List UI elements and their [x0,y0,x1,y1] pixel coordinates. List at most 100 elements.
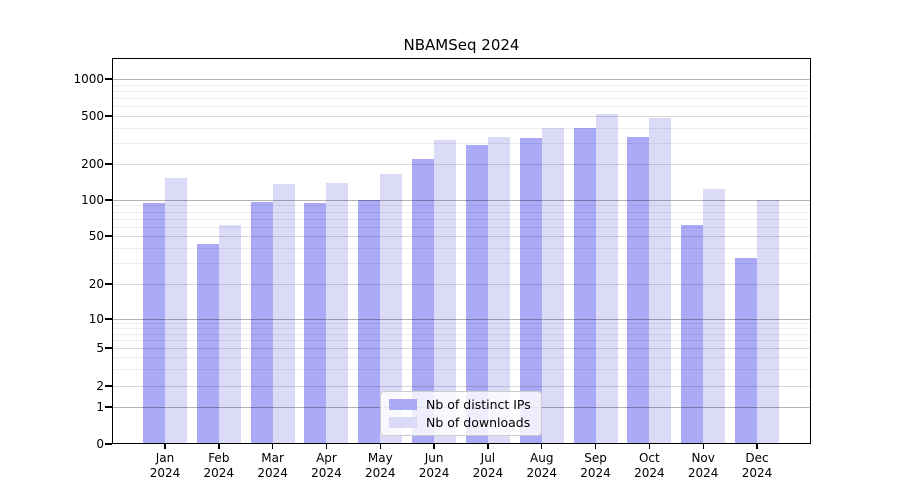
bar-distinct-ips-mar [250,202,273,444]
minor-gridline-800 [112,90,811,92]
bar-downloads-may [380,173,403,444]
x-tick-mark-may [379,444,381,449]
y-tick-mark-10 [105,318,112,320]
x-tick-mark-aug [541,444,543,449]
bar-downloads-oct [649,118,672,444]
y-tick-mark-500 [105,115,112,117]
minor-gridline-60 [112,226,811,228]
x-tick-mark-dec [756,444,758,449]
x-tick-mark-nov [702,444,704,449]
minor-gridline-3 [112,369,811,371]
minor-gridline-7 [112,333,811,335]
chart-title: NBAMSeq 2024 [403,36,520,54]
y-tick-mark-20 [105,283,112,285]
legend-swatch-downloads [389,417,417,428]
y-tick-mark-50 [105,235,112,237]
y-tick-mark-1000 [105,78,112,80]
legend-label-distinct-ips: Nb of distinct IPs [426,397,531,412]
bar-downloads-aug [541,127,564,444]
x-tick-mark-jun [433,444,435,449]
y-tick-label-50: 50 [88,229,104,243]
x-tick-label-jul: Jul 2024 [472,451,504,480]
x-tick-label-may: May 2024 [364,451,396,480]
x-tick-label-jan: Jan 2024 [149,451,181,480]
bar-downloads-mar [272,183,295,444]
x-tick-label-aug: Aug 2024 [526,451,557,480]
major-gridline-1000 [112,79,811,80]
bar-downloads-sep [595,113,618,444]
minor-gridline-30 [112,262,811,264]
minor-gridline-600 [112,106,811,108]
y-tick-label-200: 200 [81,157,104,171]
minor-gridline-6 [112,340,811,342]
x-tick-label-feb: Feb 2024 [203,451,235,480]
mid-gridline-20 [112,284,811,285]
minor-gridline-700 [112,98,811,100]
bar-downloads-dec [757,200,779,444]
x-tick-mark-mar [272,444,274,449]
y-tick-label-20: 20 [88,277,104,291]
bar-downloads-jun [434,140,457,444]
y-tick-mark-0 [105,443,112,445]
bar-distinct-ips-feb [196,243,219,444]
bar-distinct-ips-sep [573,127,596,444]
minor-gridline-40 [112,247,811,249]
x-tick-mark-jan [164,444,166,449]
y-tick-label-1: 1 [96,400,104,414]
legend-label-downloads: Nb of downloads [426,415,531,430]
mid-gridline-5 [112,348,811,349]
x-tick-mark-feb [218,444,220,449]
x-tick-mark-sep [594,444,597,449]
legend-item-distinct-ips: Nb of distinct IPs [389,397,531,412]
bar-distinct-ips-dec [735,257,757,444]
y-tick-mark-100 [105,199,112,201]
x-tick-label-sep: Sep 2024 [580,451,611,480]
major-gridline-10 [112,319,811,320]
x-tick-label-dec: Dec 2024 [741,451,773,480]
x-tick-mark-apr [325,444,328,449]
y-tick-label-5: 5 [96,341,104,355]
legend: Nb of distinct IPs Nb of downloads [380,391,542,436]
bar-distinct-ips-aug [519,137,542,444]
bar-downloads-nov [703,188,726,444]
y-tick-label-2: 2 [96,379,104,393]
minor-gridline-9 [112,323,811,325]
y-tick-label-100: 100 [81,193,104,207]
bar-distinct-ips-oct [627,136,650,444]
legend-item-downloads: Nb of downloads [389,415,531,430]
legend-swatch-distinct-ips [389,399,417,410]
mid-gridline-200 [112,164,811,165]
y-tick-label-0: 0 [96,437,104,451]
mid-gridline-2 [112,386,811,387]
y-tick-label-500: 500 [81,109,104,123]
major-gridline-100 [112,200,811,201]
minor-gridline-900 [112,84,811,86]
minor-gridline-4 [112,357,811,359]
minor-gridline-70 [112,218,811,220]
y-tick-mark-5 [105,347,112,349]
y-tick-mark-2 [105,385,112,387]
y-tick-label-10: 10 [88,312,104,326]
minor-gridline-90 [112,205,811,207]
x-tick-label-oct: Oct 2024 [634,451,665,480]
bar-downloads-apr [326,182,349,444]
y-tick-mark-200 [105,163,112,165]
bar-distinct-ips-jun [412,158,435,444]
minor-gridline-8 [112,328,811,330]
mid-gridline-50 [112,236,811,237]
minor-gridline-400 [112,127,811,129]
y-tick-mark-1 [105,406,112,408]
x-tick-label-mar: Mar 2024 [257,451,288,480]
bar-distinct-ips-may [358,200,381,444]
x-tick-mark-oct [648,444,651,449]
x-tick-mark-jul [487,444,489,449]
minor-gridline-300 [112,142,811,144]
bar-downloads-jul [487,136,510,444]
mid-gridline-500 [112,116,811,117]
x-tick-label-apr: Apr 2024 [311,451,342,480]
y-tick-label-1000: 1000 [73,72,104,86]
x-tick-label-jun: Jun 2024 [418,451,450,480]
x-tick-label-nov: Nov 2024 [687,451,719,480]
bar-downloads-jan [165,178,187,444]
